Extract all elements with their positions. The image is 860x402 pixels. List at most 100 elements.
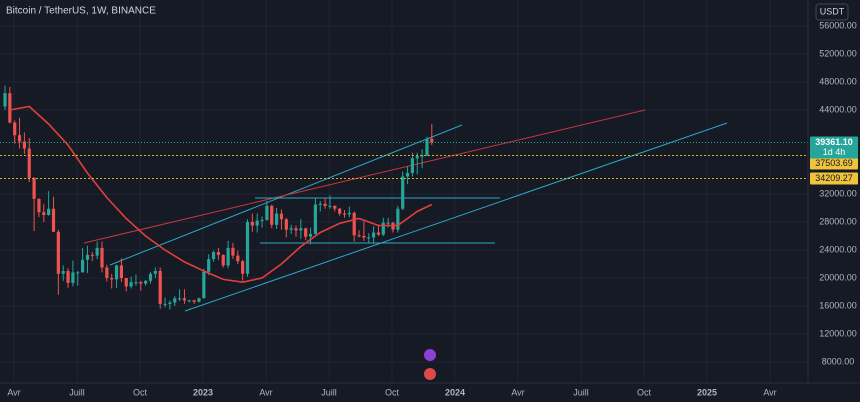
x-tick-label: Avr	[259, 387, 272, 397]
candle-body	[56, 231, 60, 274]
candle-body	[192, 300, 196, 302]
candle-body	[202, 271, 206, 299]
x-tick-label: Avr	[511, 387, 524, 397]
candle-body	[313, 204, 317, 234]
candle-body	[405, 173, 410, 177]
candle-body	[3, 93, 7, 107]
candle-body	[32, 177, 36, 199]
candle-body	[105, 267, 109, 278]
price-line-box	[810, 157, 858, 170]
candle-body	[153, 271, 157, 274]
candle-body	[81, 259, 85, 273]
candle-body	[308, 233, 313, 237]
candle-body	[110, 278, 114, 280]
candle-body	[386, 222, 390, 224]
y-tick-label: 8000.00	[822, 356, 855, 366]
vertical-grid	[13, 0, 771, 383]
y-tick-label: 20000.00	[819, 272, 857, 282]
y-tick-label: 16000.00	[819, 300, 857, 310]
x-tick-label: Oct	[637, 387, 652, 397]
candle-body	[124, 278, 128, 287]
channel-lower	[184, 122, 728, 312]
x-tick-label: Avr	[7, 387, 20, 397]
candle-body	[250, 222, 254, 226]
candle-body	[265, 205, 269, 220]
event-icons	[424, 349, 436, 380]
last-price-label: 39361.10	[815, 137, 853, 147]
candle-body	[129, 282, 133, 287]
candle-body	[401, 176, 405, 209]
y-tick-label: 56000.00	[819, 20, 857, 30]
candle-body	[114, 265, 119, 280]
candle-body	[144, 280, 148, 284]
price-line-box	[810, 172, 858, 185]
event-icon[interactable]	[424, 349, 436, 361]
candle-body	[381, 222, 385, 235]
candle-body	[323, 203, 327, 206]
candle-body	[17, 135, 22, 142]
candle-body	[100, 247, 104, 268]
axes: 56000.00 52000.00 48000.00 44000.00 32000.00…	[7, 20, 858, 397]
candle-body	[182, 298, 187, 301]
candle-body	[148, 273, 153, 281]
candle-body	[22, 141, 26, 149]
x-tick-label: 2025	[697, 387, 717, 397]
candle-body	[37, 198, 41, 213]
candle-body	[47, 208, 51, 215]
candle-body	[425, 138, 429, 156]
candle-body	[347, 212, 351, 215]
candle-body	[207, 259, 211, 272]
candle-body	[362, 236, 366, 238]
candle-body	[216, 252, 220, 255]
candle-body	[304, 228, 308, 237]
candle-body	[255, 220, 259, 226]
chart-title: Bitcoin / TetherUS, 1W, BINANCE	[6, 6, 156, 17]
candle-body	[284, 219, 288, 230]
price-line-label: 34209.27	[815, 173, 853, 183]
candle-body	[357, 235, 361, 237]
plot	[0, 85, 808, 310]
candle-body	[420, 155, 424, 157]
candle-body	[270, 205, 274, 225]
candle-body	[260, 219, 264, 221]
x-tick-label: Juill	[69, 387, 85, 397]
candle-body	[289, 228, 293, 230]
currency-button[interactable]	[815, 3, 849, 21]
candle-body	[318, 203, 322, 205]
candle-body	[134, 282, 138, 284]
candle-body	[42, 212, 46, 215]
event-icon[interactable]	[424, 368, 436, 380]
last-price-box	[810, 136, 858, 159]
candle-body	[338, 208, 342, 214]
candle-body	[95, 247, 99, 256]
candle-body	[51, 208, 56, 232]
candle-body	[90, 254, 94, 256]
candle-body	[139, 282, 143, 284]
candle-body	[226, 247, 230, 266]
candle-body	[71, 272, 75, 283]
red-trendline	[83, 109, 646, 244]
y-tick-label: 44000.00	[819, 104, 857, 114]
currency-label: USDT	[820, 6, 845, 16]
candle-body	[211, 252, 216, 260]
candle-body	[333, 205, 337, 209]
candle-body	[241, 261, 245, 274]
candle-body	[221, 254, 225, 266]
candle-body	[367, 237, 371, 239]
candle-body	[352, 212, 356, 236]
candle-body	[158, 271, 162, 304]
countdown-label: 1d 4h	[823, 147, 846, 157]
candle-body	[13, 122, 17, 136]
y-tick-label: 28000.00	[819, 216, 857, 226]
y-tick-label: 52000.00	[819, 48, 857, 58]
candle-body	[279, 213, 284, 220]
x-tick-label: 2023	[193, 387, 213, 397]
candle-body	[299, 228, 303, 231]
candle-body	[342, 213, 347, 215]
candle-body	[173, 298, 177, 303]
candle-body	[236, 255, 240, 262]
candle-body	[294, 228, 298, 231]
x-tick-label: Juill	[321, 387, 337, 397]
